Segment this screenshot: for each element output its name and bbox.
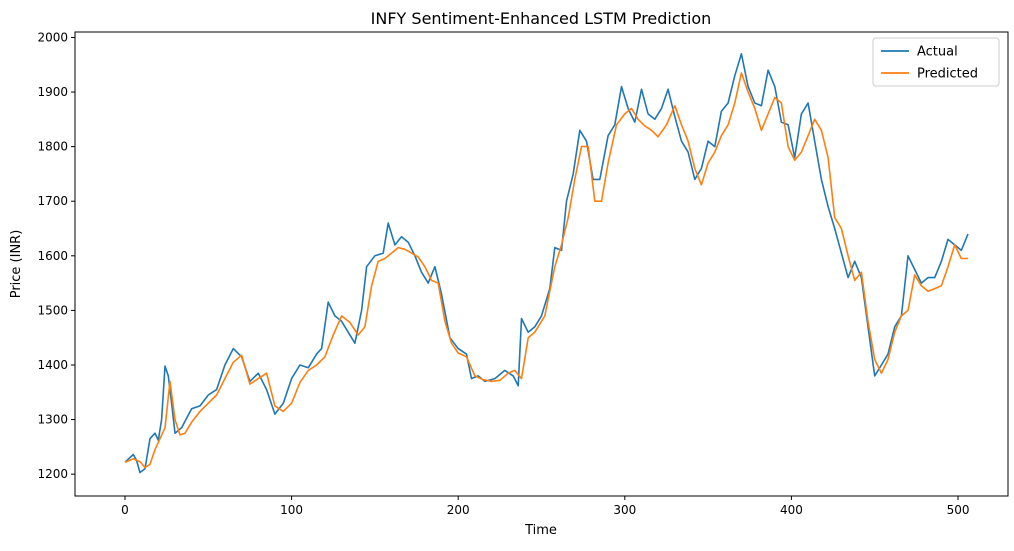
y-tick-label: 1700 (37, 194, 68, 208)
y-tick-label: 2000 (37, 30, 68, 44)
y-tick-label: 1300 (37, 413, 68, 427)
y-axis: 1200 1300 1400 1500 1600 1700 1800 1900 2000 (37, 30, 75, 481)
x-tick-label: 200 (447, 503, 470, 517)
legend-label: Actual (917, 45, 958, 60)
legend: Actual Predicted (872, 37, 1000, 87)
x-axis: 0 100 200 300 400 500 (121, 496, 969, 517)
x-tick-label: 400 (780, 503, 803, 517)
y-tick-label: 1400 (37, 358, 68, 372)
series-line-actual (124, 53, 969, 474)
y-tick-label: 1500 (37, 303, 68, 317)
x-axis-label: Time (524, 523, 557, 538)
plot-area (124, 53, 969, 474)
x-tick-label: 0 (121, 503, 129, 517)
x-tick-label: 300 (613, 503, 636, 517)
y-axis-label: Price (INR) (9, 230, 24, 299)
y-tick-label: 1200 (37, 467, 68, 481)
series-line-predicted (124, 72, 968, 469)
plot-frame (74, 31, 1009, 497)
x-tick-label: 100 (280, 503, 303, 517)
x-tick-label: 500 (947, 503, 970, 517)
y-tick-label: 1900 (37, 85, 68, 99)
y-tick-label: 1800 (37, 140, 68, 154)
legend-box (872, 37, 1000, 87)
y-tick-label: 1600 (37, 249, 68, 263)
chart-title: INFY Sentiment-Enhanced LSTM Prediction (371, 9, 712, 28)
legend-label: Predicted (917, 67, 978, 82)
